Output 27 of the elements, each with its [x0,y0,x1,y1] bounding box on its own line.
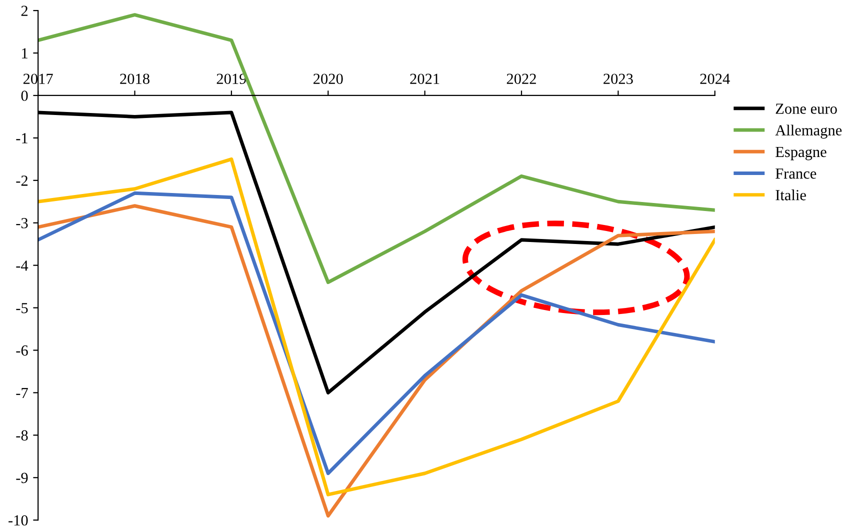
x-tick-label: 2024 [700,74,730,84]
y-tick-label: 0 [21,90,28,101]
legend-label: Italie [776,190,806,200]
line-series [38,191,715,476]
line-series [38,157,715,496]
y-tick-label: -8 [16,430,28,441]
y-tick-label: 1 [22,48,28,58]
y-tick-label: -10 [8,515,28,526]
y-tick-label: 2 [21,6,28,16]
y-tick-label: -6 [16,345,28,356]
y-tick-label: -9 [16,472,28,484]
line-series [38,204,715,518]
x-tick-label: 2021 [410,74,440,84]
legend-label: Espagne [776,146,826,160]
legend-label: Allemagne [775,124,842,139]
y-tick-label: -7 [16,388,28,398]
x-tick-label: 2023 [604,74,633,84]
y-tick-label: -1 [16,133,28,144]
x-tick-label: 2020 [314,74,343,84]
legend-label: France [776,168,816,179]
y-tick-label: -2 [16,176,28,186]
y-tick-label: -4 [16,260,28,271]
y-tick-label: -3 [16,218,28,228]
legend-label: Zone euro [776,104,837,114]
y-tick-label: -5 [16,303,28,314]
x-tick-label: 2022 [506,74,536,84]
x-tick-label: 2018 [120,74,150,84]
